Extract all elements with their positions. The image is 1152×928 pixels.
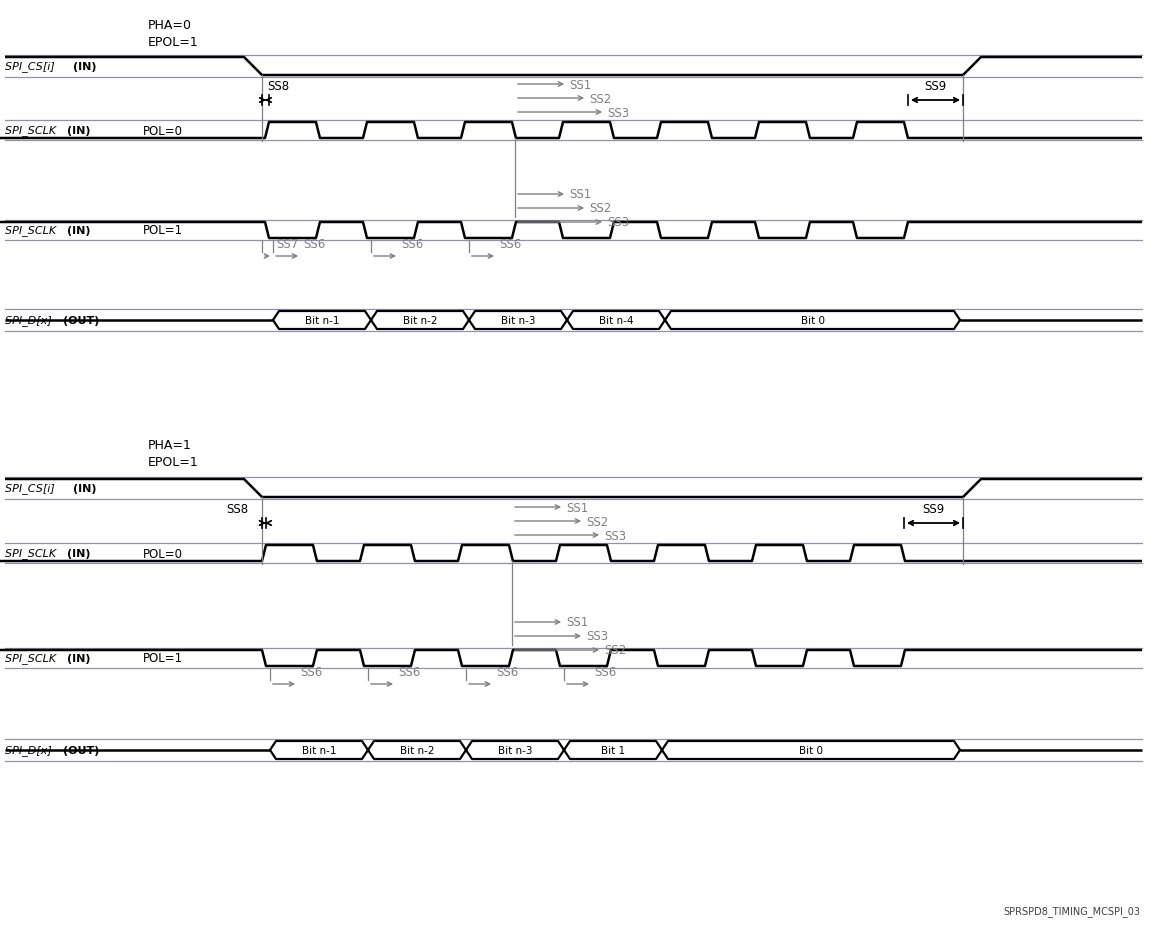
Text: Bit n-1: Bit n-1: [305, 316, 339, 326]
Text: SS3: SS3: [607, 107, 629, 120]
Text: SS3: SS3: [586, 630, 608, 643]
Text: SS8: SS8: [267, 80, 289, 93]
Text: PHA=0: PHA=0: [147, 19, 192, 32]
Text: POL=1: POL=1: [143, 651, 183, 664]
Text: POL=0: POL=0: [143, 124, 183, 137]
Text: (OUT): (OUT): [63, 745, 99, 755]
Text: SS2: SS2: [589, 93, 612, 106]
Text: (IN): (IN): [67, 126, 91, 135]
Text: SPI_CS[i]: SPI_CS[i]: [5, 483, 59, 494]
Text: (OUT): (OUT): [63, 316, 99, 326]
Text: SPI_SCLK: SPI_SCLK: [5, 226, 60, 237]
Text: SS6: SS6: [300, 665, 323, 678]
Text: SS6: SS6: [594, 665, 616, 678]
Text: SPI_SCLK: SPI_SCLK: [5, 548, 60, 559]
Text: SS9: SS9: [924, 80, 947, 93]
Text: (IN): (IN): [73, 62, 97, 72]
Text: SS9: SS9: [923, 502, 945, 515]
Text: SS3: SS3: [607, 216, 629, 229]
Text: Bit n-3: Bit n-3: [498, 745, 532, 755]
Text: Bit n-2: Bit n-2: [403, 316, 438, 326]
Text: Bit n-4: Bit n-4: [599, 316, 634, 326]
Text: SPRSPD8_TIMING_MCSPI_03: SPRSPD8_TIMING_MCSPI_03: [1003, 905, 1140, 916]
Text: EPOL=1: EPOL=1: [147, 456, 199, 469]
Text: SS1: SS1: [566, 616, 589, 629]
Text: SS6: SS6: [401, 238, 423, 251]
Text: SS2: SS2: [604, 644, 627, 657]
Text: SS6: SS6: [497, 665, 518, 678]
Text: Bit n-2: Bit n-2: [400, 745, 434, 755]
Text: SS6: SS6: [303, 238, 325, 251]
Text: (IN): (IN): [67, 548, 91, 559]
Text: SPI_D[x]: SPI_D[x]: [5, 745, 55, 755]
Text: Bit n-1: Bit n-1: [302, 745, 336, 755]
Text: SS1: SS1: [566, 501, 589, 514]
Text: Bit 0: Bit 0: [801, 316, 825, 326]
Text: SS3: SS3: [604, 529, 627, 542]
Text: SPI_SCLK: SPI_SCLK: [5, 652, 60, 664]
Text: SS6: SS6: [499, 238, 521, 251]
Text: SS7: SS7: [276, 238, 298, 251]
Text: PHA=1: PHA=1: [147, 439, 192, 452]
Text: (IN): (IN): [67, 653, 91, 664]
Text: POL=0: POL=0: [143, 547, 183, 560]
Text: SPI_SCLK: SPI_SCLK: [5, 125, 60, 136]
Text: SS8: SS8: [226, 502, 248, 515]
Text: SPI_CS[i]: SPI_CS[i]: [5, 61, 59, 72]
Text: SS2: SS2: [586, 515, 608, 528]
Text: SS1: SS1: [569, 78, 591, 91]
Text: SS2: SS2: [589, 202, 612, 215]
Text: EPOL=1: EPOL=1: [147, 36, 199, 49]
Text: POL=1: POL=1: [143, 225, 183, 238]
Text: (IN): (IN): [67, 226, 91, 236]
Text: SS1: SS1: [569, 188, 591, 201]
Text: Bit 0: Bit 0: [799, 745, 823, 755]
Text: Bit 1: Bit 1: [601, 745, 626, 755]
Text: SPI_D[x]: SPI_D[x]: [5, 316, 55, 326]
Text: (IN): (IN): [73, 483, 97, 494]
Text: SS6: SS6: [397, 665, 420, 678]
Text: Bit n-3: Bit n-3: [501, 316, 536, 326]
